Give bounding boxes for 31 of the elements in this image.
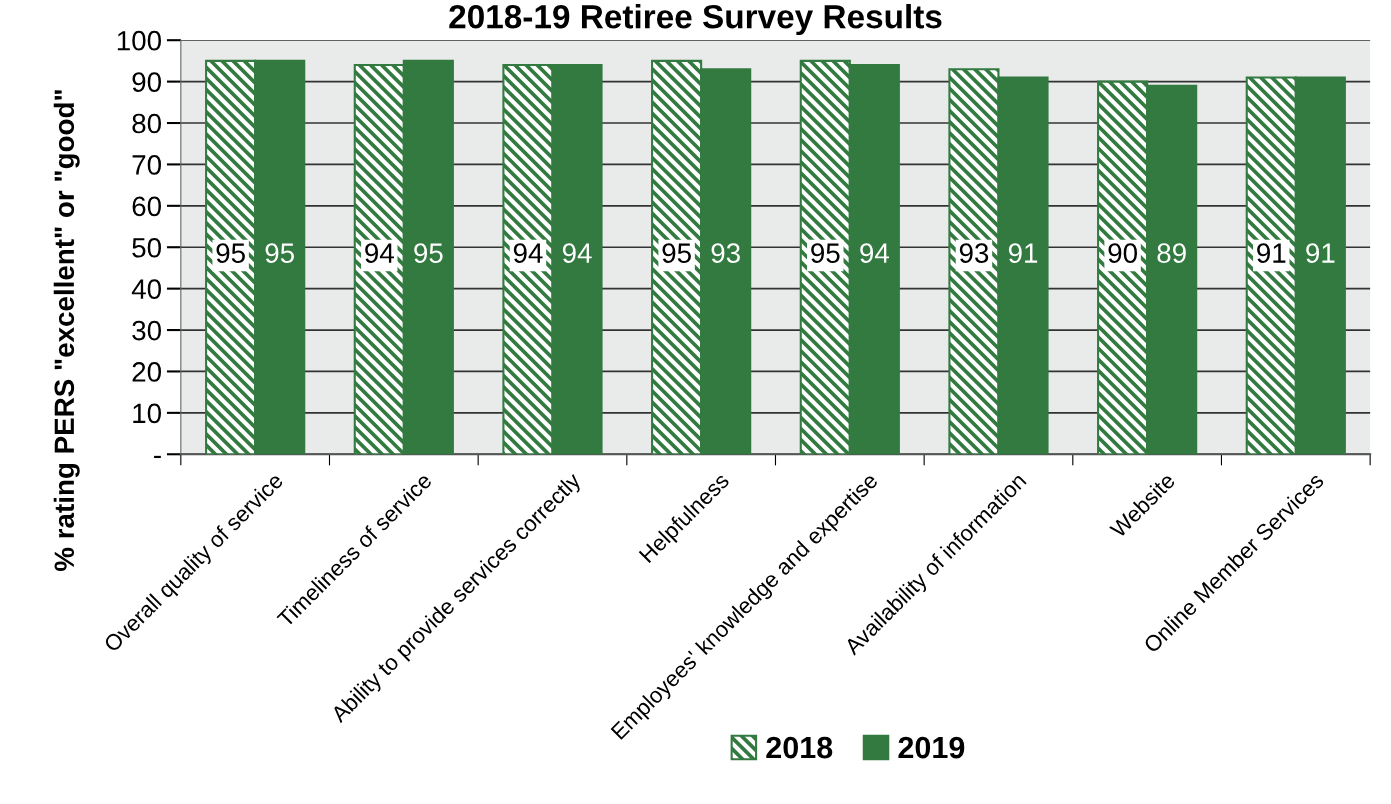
data-label: 95 [414,243,443,263]
y-tick-label: 20 [132,362,161,382]
y-tick-label: 70 [132,155,161,175]
y-tick-label: 40 [131,279,161,299]
data-label: 91 [1008,243,1038,263]
y-tick-label: 90 [132,72,161,92]
data-label: 91 [1306,243,1335,263]
data-label: 91 [1257,243,1286,263]
data-label: 94 [365,243,394,263]
y-tick-label: 60 [132,196,161,217]
y-tick-label: 100 [117,30,161,51]
data-label: 93 [959,243,989,263]
chart-title: 2018-19 Retiree Survey Results [449,4,942,36]
y-tick-label: 30 [132,320,161,341]
data-label: 95 [216,243,245,263]
data-label: 95 [662,243,691,263]
data-label: 90 [1108,243,1137,263]
y-tick-label: - [154,455,161,459]
y-tick-label: 80 [132,113,161,134]
data-label: 94 [513,243,543,263]
data-label: 89 [1157,243,1186,263]
y-axis-title: % rating PERS "excellent" or "good" [53,90,80,571]
data-label: 95 [265,243,294,263]
y-tick-label: 10 [133,403,161,424]
data-label: 94 [562,243,592,263]
legend-label: 2018 [766,736,833,759]
data-label: 95 [811,243,840,263]
data-label: 94 [860,243,889,263]
legend-label: 2019 [898,736,965,759]
y-tick-label: 50 [132,237,161,258]
data-label: 93 [711,243,740,263]
